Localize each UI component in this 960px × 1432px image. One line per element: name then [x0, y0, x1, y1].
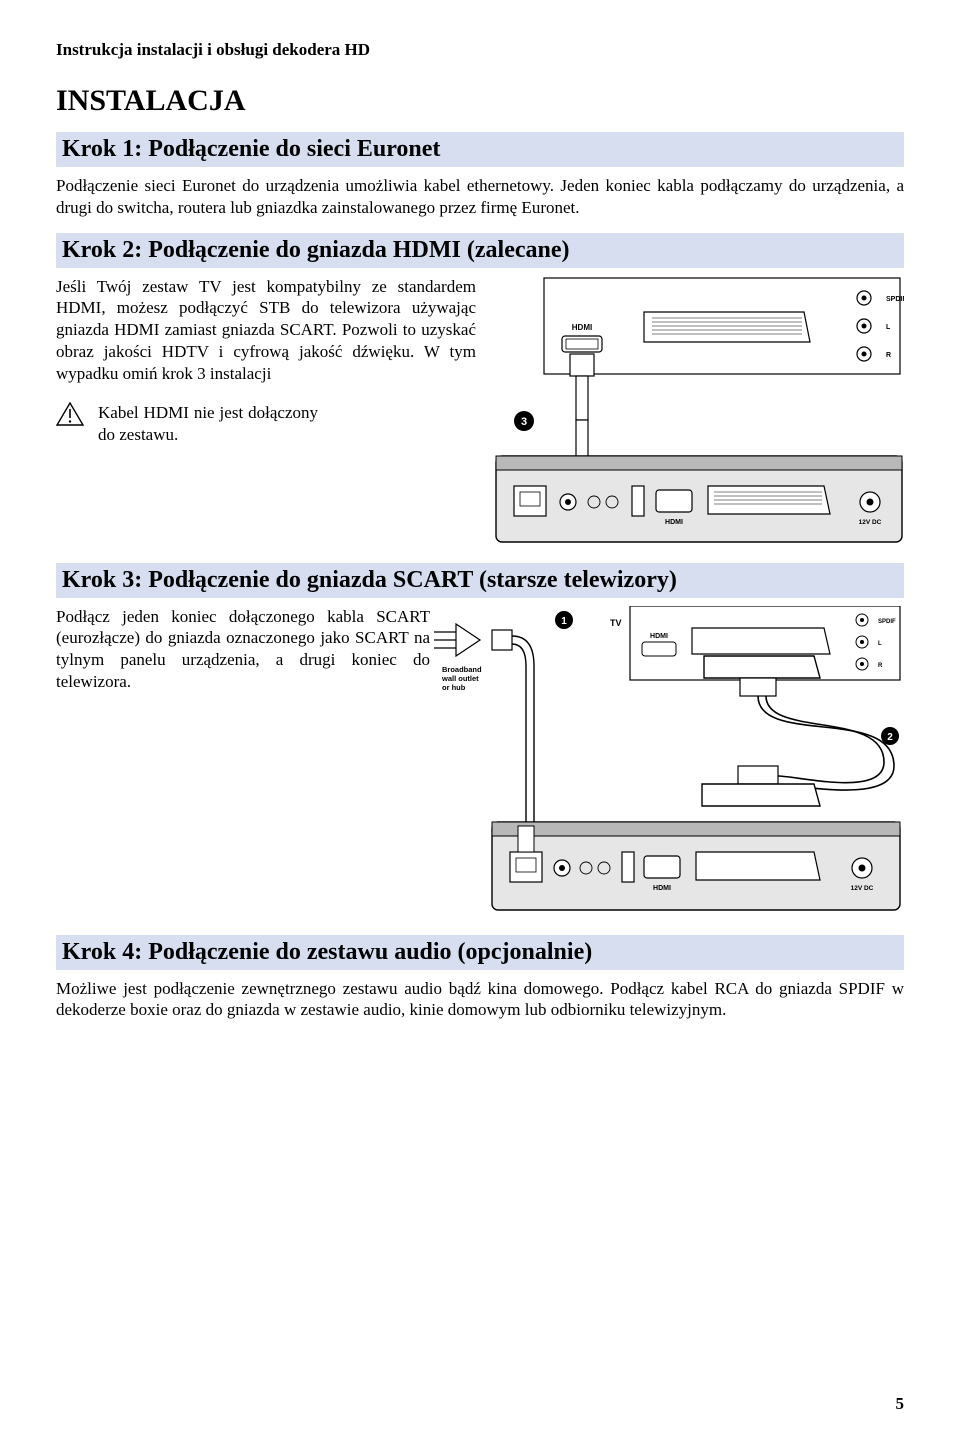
label-r2: R [878, 663, 883, 669]
label-tv: TV [610, 618, 622, 628]
step2-diagram: HDMI SPDIF L R 3 [494, 276, 904, 544]
main-title: INSTALACJA [56, 84, 904, 118]
bubble-3: 3 [521, 416, 527, 428]
label-l: L [886, 324, 891, 331]
step1-title: Krok 1: Podłączenie do sieci Euronet [56, 132, 904, 167]
label-spdif2: SPDIF [878, 619, 896, 625]
step4-body: Możliwe jest podłączenie zewnętrznego ze… [56, 978, 904, 1022]
step1-body: Podłączenie sieci Euronet do urządzenia … [56, 175, 904, 219]
label-broadband: Broadband wall outlet or hub [441, 665, 484, 692]
label-12vdc2: 12V DC [851, 885, 874, 892]
doc-header: Instrukcja instalacji i obsługi dekodera… [56, 40, 904, 60]
label-hdmi: HDMI [572, 323, 592, 332]
bubble-2: 2 [887, 732, 893, 743]
step3-diagram: Broadband wall outlet or hub 1 TV HDMI S… [434, 606, 904, 916]
step3-title: Krok 3: Podłączenie do gniazda SCART (st… [56, 563, 904, 598]
label-12vdc: 12V DC [859, 519, 882, 526]
step2-title: Krok 2: Podłączenie do gniazda HDMI (zal… [56, 233, 904, 268]
label-spdif: SPDIF [886, 296, 904, 303]
label-l2: L [878, 641, 882, 647]
label-hdmi-tv: HDMI [650, 633, 668, 640]
label-hdmi-stb: HDMI [665, 519, 683, 526]
step2-warning: Kabel HDMI nie jest dołączony do zestawu… [98, 402, 318, 446]
step2-body: Jeśli Twój zestaw TV jest kompatybilny z… [56, 276, 476, 385]
label-hdmi-stb2: HDMI [653, 885, 671, 892]
warning-icon [56, 402, 84, 426]
label-r: R [886, 352, 891, 359]
step4-title: Krok 4: Podłączenie do zestawu audio (op… [56, 935, 904, 970]
step3-body: Podłącz jeden koniec dołączonego kabla S… [56, 606, 430, 693]
page-number: 5 [896, 1394, 905, 1414]
bubble-1: 1 [561, 616, 567, 627]
